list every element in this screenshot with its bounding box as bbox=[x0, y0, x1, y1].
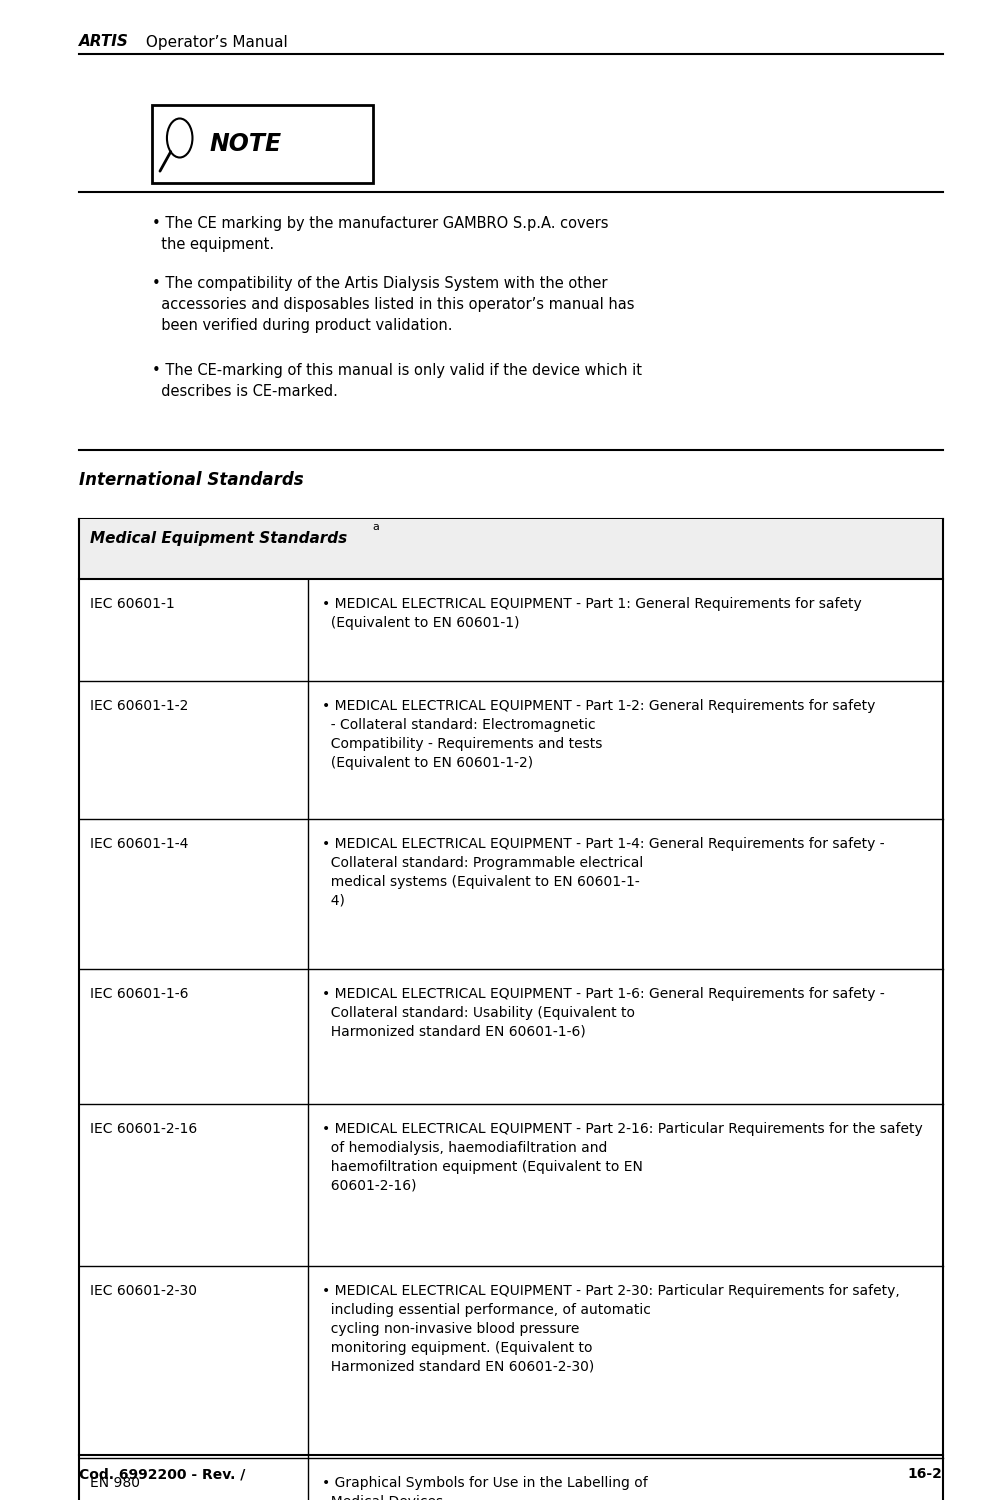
Text: IEC 60601-1-4: IEC 60601-1-4 bbox=[90, 837, 189, 850]
Text: • The CE-marking of this manual is only valid if the device which it
  describes: • The CE-marking of this manual is only … bbox=[152, 363, 642, 399]
Text: • MEDICAL ELECTRICAL EQUIPMENT - Part 2-30: Particular Requirements for safety,
: • MEDICAL ELECTRICAL EQUIPMENT - Part 2-… bbox=[322, 1284, 900, 1374]
Text: Operator’s Manual: Operator’s Manual bbox=[141, 34, 288, 50]
Text: • MEDICAL ELECTRICAL EQUIPMENT - Part 1-4: General Requirements for safety -
  C: • MEDICAL ELECTRICAL EQUIPMENT - Part 1-… bbox=[322, 837, 885, 908]
Text: IEC 60601-1-6: IEC 60601-1-6 bbox=[90, 987, 189, 1000]
Text: • The compatibility of the Artis Dialysis System with the other
  accessories an: • The compatibility of the Artis Dialysi… bbox=[152, 276, 634, 333]
FancyBboxPatch shape bbox=[152, 105, 373, 183]
Text: • MEDICAL ELECTRICAL EQUIPMENT - Part 1: General Requirements for safety
  (Equi: • MEDICAL ELECTRICAL EQUIPMENT - Part 1:… bbox=[322, 597, 862, 630]
Text: 16-2: 16-2 bbox=[907, 1467, 943, 1480]
Text: Cod. 6992200 - Rev. /: Cod. 6992200 - Rev. / bbox=[79, 1467, 245, 1480]
FancyBboxPatch shape bbox=[79, 519, 943, 579]
Text: IEC 60601-2-16: IEC 60601-2-16 bbox=[90, 1122, 197, 1136]
Text: NOTE: NOTE bbox=[209, 132, 281, 156]
Text: IEC 60601-1: IEC 60601-1 bbox=[90, 597, 175, 610]
Text: IEC 60601-2-30: IEC 60601-2-30 bbox=[90, 1284, 197, 1298]
Text: IEC 60601-1-2: IEC 60601-1-2 bbox=[90, 699, 189, 712]
Text: • MEDICAL ELECTRICAL EQUIPMENT - Part 2-16: Particular Requirements for the safe: • MEDICAL ELECTRICAL EQUIPMENT - Part 2-… bbox=[322, 1122, 923, 1192]
Text: • MEDICAL ELECTRICAL EQUIPMENT - Part 1-6: General Requirements for safety -
  C: • MEDICAL ELECTRICAL EQUIPMENT - Part 1-… bbox=[322, 987, 885, 1039]
Text: • Graphical Symbols for Use in the Labelling of
  Medical Devices: • Graphical Symbols for Use in the Label… bbox=[322, 1476, 648, 1500]
Text: • MEDICAL ELECTRICAL EQUIPMENT - Part 1-2: General Requirements for safety
  - C: • MEDICAL ELECTRICAL EQUIPMENT - Part 1-… bbox=[322, 699, 876, 770]
Text: Medical Equipment Standards: Medical Equipment Standards bbox=[90, 531, 348, 546]
Text: EN 980: EN 980 bbox=[90, 1476, 140, 1490]
Text: • The CE marking by the manufacturer GAMBRO S.p.A. covers
  the equipment.: • The CE marking by the manufacturer GAM… bbox=[152, 216, 609, 252]
Text: ARTIS: ARTIS bbox=[79, 34, 129, 50]
Text: a: a bbox=[372, 522, 379, 532]
Text: International Standards: International Standards bbox=[79, 471, 303, 489]
